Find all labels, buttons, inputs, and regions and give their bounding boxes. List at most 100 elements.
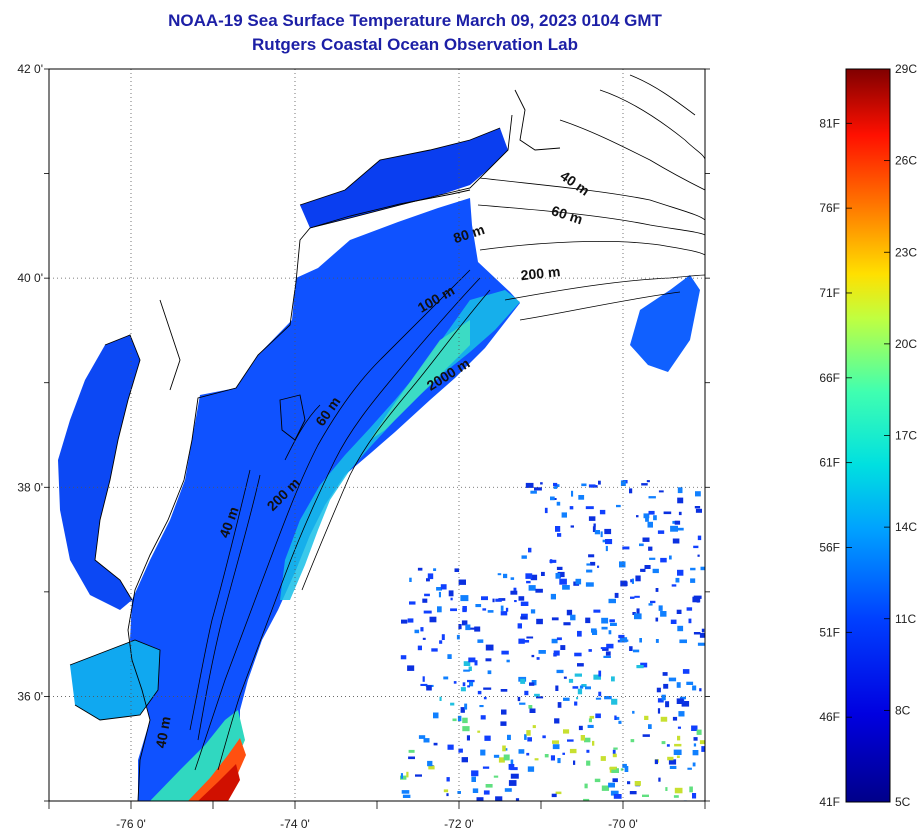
sst-speckle (632, 649, 640, 653)
sst-speckle (674, 787, 683, 794)
sst-speckle (409, 601, 416, 605)
sst-speckle (529, 708, 536, 713)
sst-speckle (580, 735, 585, 741)
sst-speckle (462, 608, 467, 613)
sst-speckle (619, 561, 626, 568)
sst-speckle (510, 577, 515, 580)
sst-speckle (498, 757, 505, 763)
sst-speckle (655, 617, 659, 622)
sst-speckle (507, 734, 511, 740)
sst-speckle (595, 697, 602, 700)
sst-speckle (627, 781, 631, 785)
sst-speckle (597, 565, 600, 568)
sst-speckle (577, 663, 584, 667)
sst-speckle (669, 555, 672, 560)
sst-speckle (693, 545, 699, 549)
sst-speckle (689, 786, 693, 793)
sst-speckle (501, 650, 509, 655)
sst-speckle (568, 678, 574, 683)
sst-speckle (605, 651, 611, 656)
sst-speckle (540, 482, 543, 485)
coastline-segment (69, 639, 161, 721)
sst-speckle (542, 735, 546, 739)
sst-speckle (563, 697, 570, 701)
sst-speckle (517, 696, 521, 702)
sst-speckle (450, 702, 455, 706)
sst-speckle (686, 681, 694, 685)
sst-speckle (667, 756, 674, 761)
sst-speckle (648, 546, 653, 551)
sst-speckle (550, 496, 555, 501)
coastline-segment (94, 334, 141, 601)
sst-speckle (655, 588, 659, 592)
shelf-break-inner-band (370, 320, 470, 440)
sst-speckle (586, 563, 591, 566)
sst-speckle (529, 682, 535, 686)
sst-speckle (636, 515, 639, 518)
sst-speckle (622, 763, 627, 768)
sst-speckle (631, 578, 634, 584)
sst-speckle (563, 622, 571, 626)
sst-speckle (460, 687, 466, 692)
sst-speckle (677, 735, 681, 741)
sst-speckle (666, 744, 670, 747)
sst-speckle (505, 748, 508, 751)
sst-speckle (500, 721, 507, 726)
sst-speckle (495, 796, 503, 801)
sst-speckle (495, 598, 502, 602)
gulf-stream-core (198, 764, 240, 801)
sst-speckle (528, 547, 532, 553)
sst-speckle (557, 758, 561, 764)
sst-speckle (639, 638, 642, 643)
coastline-segment (514, 89, 561, 151)
sst-speckle (590, 561, 596, 566)
sst-speckle (460, 595, 469, 602)
long-island-sound-water (300, 128, 508, 228)
sst-speckle (585, 582, 594, 587)
sst-speckle (427, 760, 433, 767)
contour-line (479, 240, 705, 256)
sst-speckle (557, 533, 562, 537)
contour-line (479, 177, 705, 221)
contour-line (197, 474, 261, 741)
sst-speckle (694, 506, 701, 509)
sst-speckle (552, 740, 559, 744)
colorbar-gradient (845, 68, 891, 803)
sst-speckle (682, 669, 690, 674)
sst-speckle (687, 767, 692, 770)
chesapeake-bay-water (58, 335, 140, 610)
sst-speckle (443, 676, 449, 680)
sst-speckle (467, 685, 470, 688)
sst-speckle (692, 596, 701, 603)
sst-speckle (618, 720, 622, 724)
sst-speckle (528, 585, 536, 591)
sst-speckle (524, 734, 527, 740)
sst-speckle (648, 603, 653, 606)
colorbar-label-c: 8C (895, 703, 911, 717)
sst-speckle (417, 645, 422, 651)
sst-speckle (693, 743, 697, 747)
sst-speckle (426, 685, 432, 691)
sst-speckle (505, 607, 509, 612)
sst-speckle (422, 598, 428, 603)
sst-speckle (701, 746, 705, 752)
sst-speckle (571, 490, 574, 497)
sst-speckle (620, 768, 624, 771)
sst-speckle (446, 777, 450, 782)
sst-speckle (648, 496, 656, 499)
sst-speckle (678, 511, 682, 516)
sst-speckle (600, 531, 603, 538)
sst-speckle (525, 482, 534, 488)
sst-speckle (453, 681, 457, 684)
contour-line (504, 274, 705, 301)
colorbar-label-f: 61F (819, 456, 840, 470)
sst-speckle (695, 491, 701, 497)
sst-speckle (676, 527, 684, 531)
sst-speckle (675, 577, 680, 583)
lat-tick-label: 42 0' (17, 62, 43, 76)
sst-speckle (551, 638, 558, 644)
sst-speckle (534, 758, 539, 761)
sst-speckle (526, 580, 531, 584)
sst-speckle (574, 652, 582, 657)
